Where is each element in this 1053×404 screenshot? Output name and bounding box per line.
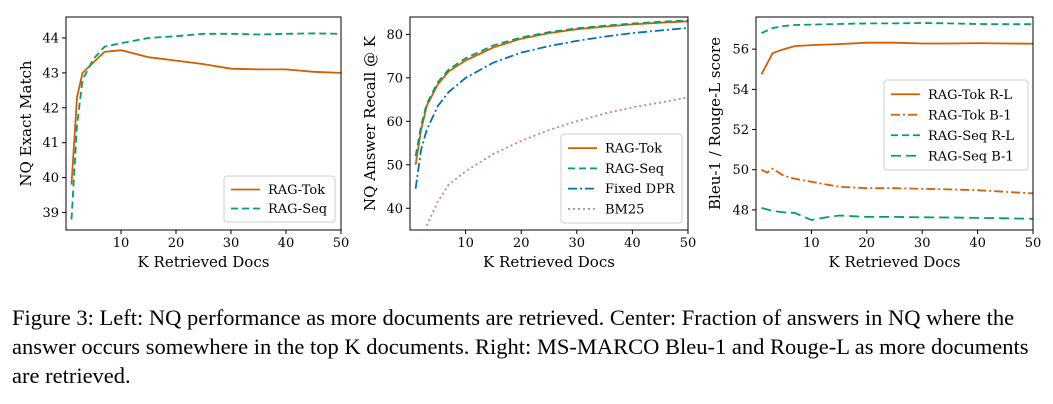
legend-label: RAG-Seq B-1	[928, 149, 1014, 164]
legend-label: RAG-Seq	[268, 202, 327, 217]
y-tick-label: 40	[386, 202, 403, 217]
figure-caption: Figure 3: Left: NQ performance as more d…	[12, 305, 1029, 388]
x-axis-label: K Retrieved Docs	[138, 253, 270, 271]
y-tick-label: 80	[386, 28, 403, 43]
y-tick-label: 43	[42, 66, 59, 81]
y-tick-label: 52	[732, 123, 749, 138]
x-tick-label: 40	[969, 236, 986, 251]
y-tick-label: 50	[386, 158, 403, 173]
legend-box	[883, 79, 1029, 171]
series-line-bm25	[425, 96, 688, 227]
y-tick-label: 40	[42, 171, 59, 186]
plot-frame	[755, 16, 1034, 231]
legend-label: Fixed DPR	[605, 182, 676, 197]
legend-label: RAG-Tok	[268, 183, 325, 198]
y-tick-label: 70	[386, 71, 403, 86]
y-axis-label: NQ Exact Match	[17, 60, 35, 186]
x-tick-label: 30	[223, 236, 240, 251]
x-tick-label: 20	[168, 236, 185, 251]
y-tick-label: 44	[42, 31, 59, 46]
x-axis-label: K Retrieved Docs	[483, 253, 615, 271]
y-tick-label: 56	[732, 43, 749, 58]
series-line-rag-tok-r-l	[760, 41, 1033, 75]
y-tick-label: 42	[42, 101, 59, 116]
y-axis-label: Bleu-1 / Rouge-L score	[706, 37, 724, 210]
legend: RAG-Tok R-L RAG-Tok B-1 RAG-Seq R-L RAG-Seq…	[883, 79, 1029, 171]
x-tick-label: 50	[333, 236, 350, 251]
legend-label: RAG-Tok R-L	[928, 88, 1012, 103]
legend: RAG-Tok RAG-Seq	[223, 175, 336, 223]
chart-panel-1: 10 20 30 40 50 39 40 41 42 43 44 K Retrieved Docs NQ…	[17, 16, 350, 271]
y-tick-label: 54	[732, 83, 749, 98]
legend-label: RAG-Seq R-L	[928, 129, 1014, 144]
y-tick-label: 41	[42, 136, 59, 151]
chart-panel-2: 10 20 30 40 50 40 50 60 70 80 K Retrieved Docs NQ A…	[361, 16, 697, 271]
x-axis-label: K Retrieved Docs	[829, 253, 961, 271]
x-tick-label: 50	[1025, 236, 1042, 251]
y-tick-label: 39	[42, 206, 59, 221]
chart-panel-3: 10 20 30 40 50 48 50 52 54 56 K Retrieved Docs Bleu…	[706, 16, 1042, 271]
series-line-rag-seq-b-1	[761, 207, 1033, 221]
x-tick-label: 20	[859, 236, 876, 251]
figure: 10 20 30 40 50 39 40 41 42 43 44 K Retrieved Docs NQ…	[17, 16, 1042, 271]
x-tick-label: 20	[513, 236, 530, 251]
x-tick-label: 40	[278, 236, 295, 251]
legend-box	[223, 175, 336, 223]
series-line-rag-seq	[414, 19, 688, 157]
plot-frame	[65, 16, 342, 231]
legend-box	[560, 133, 683, 224]
legend-label: BM25	[605, 202, 644, 217]
y-tick-label: 60	[386, 115, 403, 130]
y-axis-label: NQ Answer Recall @ K	[361, 35, 379, 211]
plot-frame	[409, 16, 689, 231]
legend: RAG-Tok RAG-Seq Fixed DPR BM25	[560, 133, 683, 224]
series-line-rag-seq-r-l	[761, 22, 1033, 34]
y-tick-label: 50	[732, 163, 749, 178]
series-line-rag-seq	[70, 32, 341, 220]
legend-label: RAG-Tok B-1	[928, 108, 1012, 123]
series-line-rag-tok	[70, 49, 341, 185]
x-tick-label: 10	[113, 236, 130, 251]
x-tick-label: 30	[569, 236, 586, 251]
x-tick-label: 50	[680, 236, 697, 251]
legend-label: RAG-Seq	[605, 162, 664, 177]
series-line-fixed-dpr	[414, 27, 688, 189]
series-line-rag-tok-b-1	[761, 167, 1033, 195]
y-tick-label: 48	[732, 203, 749, 218]
x-tick-label: 10	[457, 236, 474, 251]
x-tick-label: 10	[803, 236, 820, 251]
x-tick-label: 40	[624, 236, 641, 251]
legend-label: RAG-Tok	[605, 142, 662, 157]
x-tick-label: 30	[914, 236, 931, 251]
